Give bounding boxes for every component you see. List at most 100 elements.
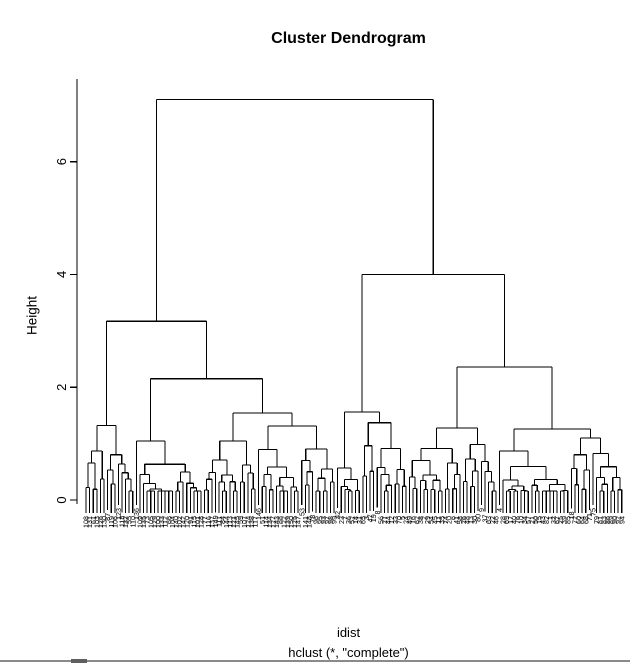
leaf-label: 45 xyxy=(430,516,439,524)
leaf-label: 52 xyxy=(348,516,357,524)
leaf-label: 63 xyxy=(484,516,493,524)
leaf-label: 129 xyxy=(150,516,159,528)
leaf-label: 91 xyxy=(186,516,195,524)
leaf-label: 9 xyxy=(477,508,486,512)
leaf-label: 142 xyxy=(179,516,188,528)
leaf-label: 23 xyxy=(337,516,346,524)
leaf-label: 86 xyxy=(603,516,612,524)
leaf-label: 90 xyxy=(610,516,619,524)
leaf-label: 111 xyxy=(215,516,224,527)
leaf-label: 69 xyxy=(502,516,511,524)
leaf-label: 62 xyxy=(412,516,421,524)
leaf-label: 97 xyxy=(322,516,331,524)
leaf-label: 43 xyxy=(538,516,547,524)
leaf-label: 107 xyxy=(240,516,249,528)
leaf-label: 39 xyxy=(560,516,569,524)
leaf-label: 11 xyxy=(434,516,443,523)
leaf-label: 49 xyxy=(405,516,414,524)
leaf-label: 6 xyxy=(448,516,457,520)
leaf-label: 106 xyxy=(110,516,119,528)
leaf-label: 27 xyxy=(380,516,389,524)
leaf-label: 19 xyxy=(369,514,378,522)
leaf-label: 70 xyxy=(394,516,403,524)
separator-handle[interactable] xyxy=(71,659,87,663)
leaf-label: 72 xyxy=(571,516,580,524)
leaf-label: 32 xyxy=(549,516,558,524)
leaf-label: 79 xyxy=(592,516,601,524)
leaf-label: 53 xyxy=(297,508,306,516)
leaf-label: 121 xyxy=(229,516,238,528)
chart-title: Cluster Dendrogram xyxy=(271,30,426,47)
leaf-label: 5 xyxy=(398,516,407,520)
leaf-label: 26 xyxy=(459,516,468,524)
leaf-label: 88 xyxy=(276,516,285,524)
leaf-label: 84 xyxy=(218,516,227,524)
leaf-label: 35 xyxy=(438,516,447,524)
leaf-label: 7 xyxy=(340,516,349,520)
leaf-label: 16 xyxy=(409,516,418,524)
leaf-label: 15 xyxy=(535,516,544,524)
leaf-label: 48 xyxy=(463,516,472,524)
leaf-label: 149 xyxy=(211,515,220,527)
leaf-label: 67 xyxy=(553,516,562,524)
leaf-label: 92 xyxy=(614,516,623,524)
leaf-label: 21 xyxy=(527,516,536,524)
leaf-label: 96 xyxy=(312,516,321,524)
leaf-label: 76 xyxy=(513,516,522,524)
leaf-label: 50 xyxy=(531,516,540,524)
leaf-label: 128 xyxy=(197,516,206,528)
leaf-label: 33 xyxy=(391,516,400,524)
leaf-label: 101 xyxy=(193,516,202,528)
leaf-label: 22 xyxy=(488,516,497,524)
leaf-label: 77 xyxy=(200,516,209,524)
leaf-label: 59 xyxy=(236,516,245,524)
leaf-label: 113 xyxy=(225,516,234,527)
leaf-label: 46 xyxy=(491,516,500,524)
leaf-label: 31 xyxy=(355,516,364,524)
leaf-label: 25 xyxy=(556,516,565,524)
leaf-label: 81 xyxy=(596,516,605,524)
leaf-label: 150 xyxy=(287,516,296,528)
leaf-label: 105 xyxy=(146,516,155,528)
y-tick-label: 0 xyxy=(54,496,69,503)
leaf-label: 37 xyxy=(481,515,490,523)
leaf-label: 80 xyxy=(473,514,482,522)
leaf-label: 8 xyxy=(373,511,382,515)
leaf-label: 124 xyxy=(243,516,252,528)
leaf-label: 141 xyxy=(301,516,310,528)
leaf-label: 118 xyxy=(118,516,127,527)
leaf-label: 78 xyxy=(308,515,317,523)
leaf-label: 34 xyxy=(520,516,529,524)
leaf-label: 41 xyxy=(452,516,461,524)
leaf-label: 85 xyxy=(563,516,572,524)
leaf-label: 108 xyxy=(82,516,91,528)
leaf-label: 89 xyxy=(606,516,615,524)
leaf-label: 123 xyxy=(114,508,123,520)
leaf-label: 119 xyxy=(107,516,116,527)
x-axis-label: idist xyxy=(336,625,361,640)
leaf-label: 28 xyxy=(499,516,508,524)
leaf-label: 18 xyxy=(567,511,576,519)
leaf-label: 4 xyxy=(495,508,504,512)
leaf-label: 42 xyxy=(333,511,342,519)
leaf-label: 109 xyxy=(136,516,145,528)
leaf-label: 131 xyxy=(85,516,94,528)
leaf-label: 99 xyxy=(330,516,339,524)
leaf-label: 120 xyxy=(182,516,191,528)
leaf-label: 10 xyxy=(517,516,526,524)
leaf-label: 117 xyxy=(251,516,260,527)
leaf-label: 100 xyxy=(154,516,163,528)
leaf-label: 57 xyxy=(524,516,533,524)
leaf-label: 73 xyxy=(143,516,152,524)
leaf-label: 66 xyxy=(164,516,173,524)
leaf-label: 122 xyxy=(279,516,288,528)
leaf-label: 71 xyxy=(585,513,594,521)
window-separator xyxy=(0,660,630,662)
leaf-label: 51 xyxy=(258,516,267,524)
leaf-label: 54 xyxy=(427,516,436,524)
leaf-label: 147 xyxy=(294,516,303,528)
leaf-label: 130 xyxy=(100,516,109,528)
leaf-label: 68 xyxy=(581,516,590,524)
leaf-label: 36 xyxy=(344,516,353,524)
